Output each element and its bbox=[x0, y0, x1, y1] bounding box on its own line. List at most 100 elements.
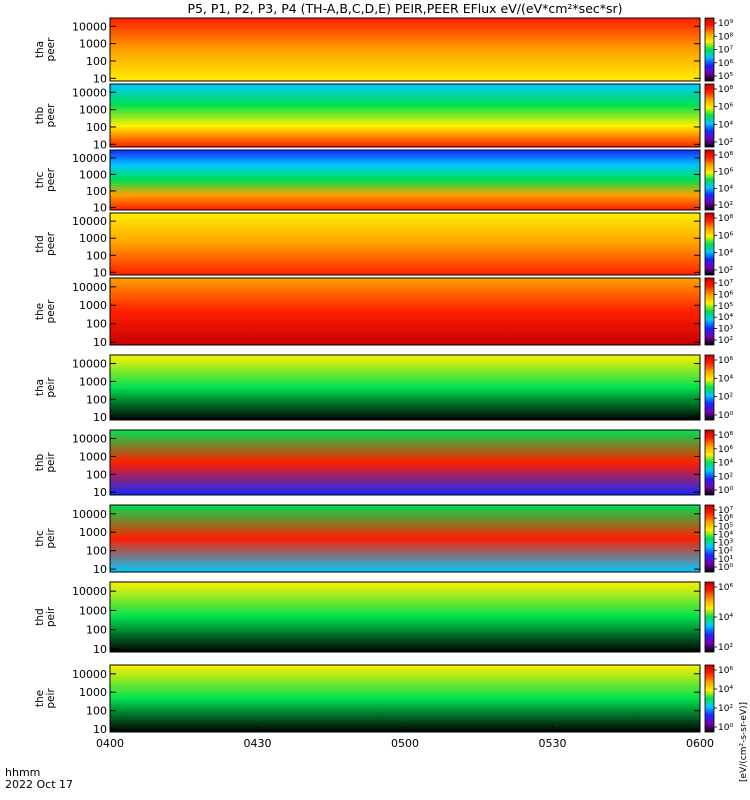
y-tick-label: 10 bbox=[93, 266, 107, 279]
panel-frame bbox=[109, 149, 701, 211]
colorbar-tick-label: 10⁶ bbox=[718, 290, 733, 300]
y-tick-label: 10 bbox=[93, 72, 107, 85]
panel-probe-label: thc bbox=[34, 172, 46, 189]
panel-probe-label: thb bbox=[34, 106, 46, 124]
colorbar-tick-label: 10⁴ bbox=[718, 613, 733, 623]
panel-frame bbox=[109, 429, 701, 496]
y-tick-label: 10 bbox=[93, 138, 107, 151]
colorbar-tick-label: 10⁴ bbox=[718, 459, 733, 469]
spectrogram-image bbox=[110, 84, 700, 147]
y-tick-label: 10000 bbox=[72, 585, 107, 598]
colorbar bbox=[704, 212, 715, 276]
colorbar-tick-label: 10⁸ bbox=[718, 85, 733, 95]
panel-probe-label: tha bbox=[34, 41, 46, 58]
spectrogram-image bbox=[110, 150, 700, 210]
colorbar-tick-label: 10⁰ bbox=[718, 723, 733, 733]
colorbar-tick-label: 10⁴ bbox=[718, 530, 733, 540]
y-tick-label: 1000 bbox=[79, 299, 107, 312]
colorbar bbox=[704, 429, 715, 496]
colorbar-tick-label: 10⁹ bbox=[718, 19, 733, 29]
panel-thd-peir: 10 100 1000 10000 thd peir 10⁶ 10⁴ 10² bbox=[34, 581, 733, 656]
colorbar-tick-label: 10⁸ bbox=[718, 32, 733, 42]
y-tick-label: 10 bbox=[93, 201, 107, 214]
colorbar-tick-label: 10⁰ bbox=[718, 486, 733, 496]
colorbar-tick-label: 10⁴ bbox=[718, 184, 733, 194]
y-tick-label: 10 bbox=[93, 723, 107, 736]
colorbar-tick-label: 10⁷ bbox=[718, 506, 733, 516]
panel-tha-peer: 10 100 1000 10000 tha peer 10⁹ 10⁸ 10⁷ 10⁶ 10⁵ bbox=[34, 17, 733, 85]
y-tick-label: 10 bbox=[93, 643, 107, 656]
y-tick-label: 100 bbox=[86, 545, 107, 558]
panel-probe-label: thc bbox=[34, 530, 46, 547]
x-tick-label: 0430 bbox=[244, 737, 272, 750]
panel-species-label: peer bbox=[45, 167, 57, 192]
y-tick-label: 1000 bbox=[79, 686, 107, 699]
y-tick-label: 100 bbox=[86, 185, 107, 198]
colorbar-tick-label: 10⁶ bbox=[718, 59, 733, 69]
colorbar-tick-label: 10² bbox=[718, 336, 733, 346]
colorbar-tick-label: 10⁴ bbox=[718, 685, 733, 695]
colorbar bbox=[704, 504, 715, 573]
colorbar-tick-label: 10² bbox=[718, 138, 733, 148]
colorbar-tick-label: 10² bbox=[718, 393, 733, 403]
y-tick-label: 10 bbox=[93, 486, 107, 499]
panel-species-label: peir bbox=[45, 377, 57, 398]
spectrogram-image bbox=[110, 278, 700, 345]
colorbar-tick-label: 10¹ bbox=[718, 555, 733, 565]
panel-frame bbox=[109, 17, 701, 82]
colorbar-tick-label: 10² bbox=[718, 547, 733, 557]
colorbar bbox=[704, 277, 715, 346]
panel-probe-label: thd bbox=[34, 608, 46, 625]
colorbar-tick-label: 10² bbox=[718, 201, 733, 211]
colorbar-tick-label: 10⁸ bbox=[718, 214, 733, 224]
panel-species-label: peir bbox=[45, 528, 57, 549]
colorbar-tick-label: 10⁵ bbox=[718, 72, 733, 82]
colorbar-tick-label: 10⁴ bbox=[718, 313, 733, 323]
y-tick-label: 10 bbox=[93, 336, 107, 349]
panel-thc-peer: 10 100 1000 10000 thc peer 10⁸ 10⁶ 10⁴ 10² bbox=[34, 149, 733, 214]
colorbar bbox=[704, 581, 715, 653]
y-tick-label: 1000 bbox=[79, 375, 107, 388]
y-tick-label: 100 bbox=[86, 393, 107, 406]
y-tick-label: 100 bbox=[86, 249, 107, 262]
y-tick-label: 10000 bbox=[72, 215, 107, 228]
colorbar-tick-label: 10⁶ bbox=[718, 445, 733, 455]
colorbar-tick-label: 10⁷ bbox=[718, 46, 733, 56]
colorbar-tick-label: 10⁴ bbox=[718, 374, 733, 384]
panel-thb-peer: 10 100 1000 10000 thb peer 10⁸ 10⁶ 10⁴ 10² bbox=[34, 83, 733, 151]
panel-probe-label: thb bbox=[34, 453, 46, 471]
panel-probe-label: tha bbox=[34, 379, 46, 396]
colorbar-tick-label: 10⁸ bbox=[718, 431, 733, 441]
date-label: 2022 Oct 17 bbox=[5, 778, 73, 791]
colorbar-tick-label: 10⁰ bbox=[718, 411, 733, 421]
colorbar-tick-label: 10⁶ bbox=[718, 168, 733, 178]
panel-frame bbox=[109, 581, 701, 653]
y-tick-label: 1000 bbox=[79, 168, 107, 181]
panel-frame bbox=[109, 504, 701, 573]
spectrogram-image bbox=[110, 505, 700, 572]
time-axis-label: hhmm bbox=[5, 766, 40, 779]
y-tick-label: 1000 bbox=[79, 104, 107, 117]
panel-species-label: peer bbox=[45, 231, 57, 256]
colorbar-tick-label: 10² bbox=[718, 266, 733, 276]
x-tick-label: 0500 bbox=[391, 737, 419, 750]
spectrogram-image bbox=[110, 665, 700, 732]
panel-species-label: peir bbox=[45, 452, 57, 473]
y-tick-label: 100 bbox=[86, 624, 107, 637]
panel-tha-peir: 10 100 1000 10000 tha peir 10⁶ 10⁴ 10² 10⁰ bbox=[34, 354, 733, 424]
y-tick-label: 10 bbox=[93, 411, 107, 424]
y-tick-label: 10000 bbox=[72, 668, 107, 681]
spectrogram-image bbox=[110, 582, 700, 652]
y-tick-label: 1000 bbox=[79, 604, 107, 617]
colorbar-tick-label: 10² bbox=[718, 643, 733, 653]
colorbar-tick-label: 10⁶ bbox=[718, 666, 733, 676]
colorbar-tick-label: 10⁶ bbox=[718, 103, 733, 113]
colorbar-tick-label: 10⁶ bbox=[718, 514, 733, 524]
y-tick-label: 10000 bbox=[72, 281, 107, 294]
y-tick-label: 10000 bbox=[72, 508, 107, 521]
colorbar bbox=[704, 664, 715, 733]
panel-the-peir: 10 100 1000 10000 the peir 10⁶ 10⁴ 10² 10⁰ bbox=[34, 664, 733, 736]
panel-frame bbox=[109, 277, 701, 346]
